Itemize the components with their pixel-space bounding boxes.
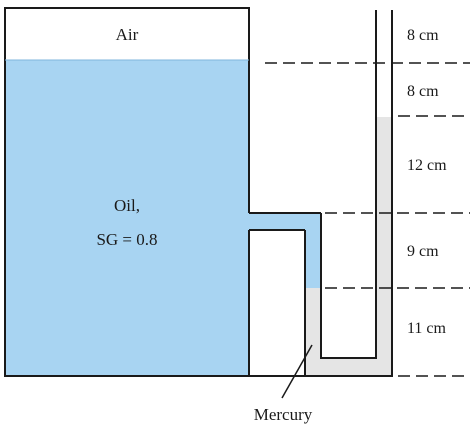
tank-oil-fill xyxy=(5,60,249,376)
dimension-label: 9 cm xyxy=(407,243,439,260)
dimension-label: 11 cm xyxy=(407,320,447,337)
left-leg-oil-fill xyxy=(305,213,321,288)
dimension-label: 8 cm xyxy=(407,83,439,100)
dimension-label: 12 cm xyxy=(407,157,447,174)
mercury-pointer-line xyxy=(281,344,313,399)
connector-oil-fill xyxy=(249,213,319,230)
tank-outline xyxy=(4,7,305,377)
air-label: Air xyxy=(116,25,139,44)
dimension-label: 8 cm xyxy=(407,27,439,44)
sg-label: SG = 0.8 xyxy=(96,230,157,249)
u-tube-outer-wall xyxy=(304,10,393,377)
reference-lines xyxy=(265,62,470,377)
mercury-fill xyxy=(305,117,392,376)
oil-label: Oil, xyxy=(114,196,140,215)
u-tube-inner-wall xyxy=(320,10,377,359)
mercury-label: Mercury xyxy=(254,405,313,424)
